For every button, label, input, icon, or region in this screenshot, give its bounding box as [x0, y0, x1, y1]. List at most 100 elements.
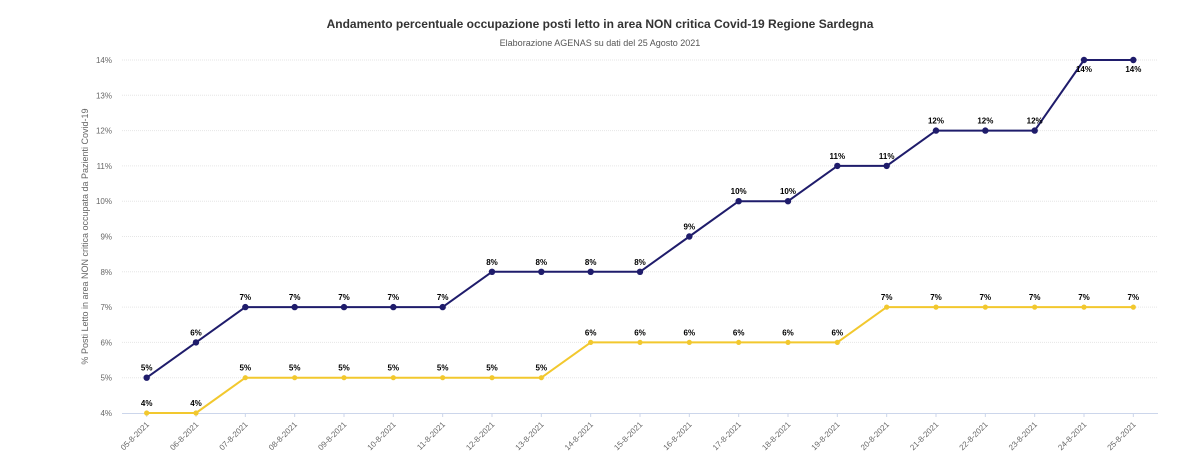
x-tick-label: 20-8-2021 — [859, 420, 892, 453]
x-tick-label: 17-8-2021 — [711, 420, 744, 453]
series-0-data-label: 12% — [928, 117, 944, 126]
series-0-data-label: 8% — [536, 258, 548, 267]
series-1-data-label: 7% — [1128, 293, 1140, 302]
series-1-point — [1032, 304, 1038, 310]
series-0-point — [143, 374, 150, 381]
series-0-point — [291, 303, 298, 311]
series-1-point — [785, 339, 791, 345]
series-1-point — [390, 375, 396, 381]
series-0-point — [686, 233, 693, 240]
series-1-point — [588, 339, 594, 345]
y-tick-label: 11% — [97, 162, 112, 171]
series-0-data-label: 12% — [1027, 117, 1043, 126]
y-axis-title: % Posti Letto in area NON critica occupa… — [80, 108, 90, 364]
series-0-point — [538, 268, 545, 275]
x-tick-label: 21-8-2021 — [908, 420, 941, 453]
y-tick-label: 13% — [96, 91, 112, 100]
series-1-point — [538, 375, 544, 381]
series-0-data-label: 9% — [684, 223, 696, 232]
series-1-data-label: 7% — [930, 293, 942, 302]
chart-title: Andamento percentuale occupazione posti … — [326, 17, 874, 31]
x-tick-label: 07-8-2021 — [218, 420, 251, 453]
series-0-point — [1130, 56, 1137, 64]
series-1-data-label: 6% — [634, 328, 646, 337]
series-1-data-label: 6% — [585, 328, 597, 337]
y-tick-label: 4% — [100, 409, 112, 418]
x-tick-label: 11-8-2021 — [415, 420, 447, 452]
series-1-point — [193, 410, 199, 416]
chart-subtitle: Elaborazione AGENAS su dati del 25 Agost… — [499, 38, 701, 48]
x-tick-label: 05-8-2021 — [119, 420, 152, 453]
series-0-data-label: 7% — [289, 293, 301, 302]
series-0-data-label: 8% — [486, 258, 498, 267]
series-1-point — [1081, 304, 1087, 310]
series-1-point — [144, 410, 150, 416]
series-1-data-label: 7% — [881, 293, 893, 302]
series-0-point — [982, 127, 989, 134]
series-0-point — [1080, 56, 1088, 64]
x-tick-label: 09-8-2021 — [316, 420, 349, 453]
series-line-1 — [146, 306, 1134, 414]
y-tick-label: 8% — [100, 268, 112, 277]
series-1-data-label: 5% — [388, 364, 400, 373]
series-0-data-label: 5% — [141, 364, 153, 373]
series-1-data-label: 6% — [832, 328, 844, 337]
series-0-point — [834, 162, 841, 170]
series-0-data-label: 7% — [338, 293, 350, 302]
series-0-point — [192, 339, 200, 346]
series-0-data-label: 10% — [731, 187, 747, 196]
series-1-data-label: 5% — [437, 364, 449, 373]
y-tick-label: 14% — [96, 56, 112, 65]
series-0-data-label: 8% — [585, 258, 597, 267]
series-1-data-label: 7% — [980, 293, 992, 302]
y-tick-label: 6% — [100, 338, 112, 347]
series-1-data-label: 4% — [190, 399, 202, 408]
series-0-data-label: 12% — [977, 117, 993, 126]
series-1-data-label: 6% — [782, 328, 794, 337]
series-0-data-label: 7% — [388, 293, 400, 302]
series-1-data-label: 5% — [240, 364, 252, 373]
series-0-data-label: 10% — [780, 187, 796, 196]
series-1-point — [1130, 304, 1136, 310]
series-0-data-label: 6% — [190, 328, 202, 337]
x-tick-label: 25-8-2021 — [1106, 420, 1139, 453]
x-tick-label: 22-8-2021 — [958, 420, 991, 453]
series-0-data-label: 11% — [830, 152, 846, 161]
series-0-point — [784, 198, 792, 205]
x-tick-label: 10-8-2021 — [366, 420, 399, 453]
series-0-point — [932, 127, 940, 134]
series-1-point — [489, 375, 495, 381]
series-1-point — [341, 375, 347, 381]
y-tick-label: 5% — [100, 374, 112, 383]
series-1-data-label: 5% — [289, 364, 301, 373]
series-1-point — [884, 304, 890, 310]
series-0-point — [390, 303, 397, 311]
series-1-point — [736, 339, 742, 345]
series-1-data-label: 5% — [486, 364, 498, 373]
y-tick-label: 9% — [100, 233, 112, 242]
series-0-data-label: 7% — [240, 293, 252, 302]
series-1-point — [292, 375, 298, 381]
series-1-data-label: 5% — [536, 364, 548, 373]
x-tick-label: 16-8-2021 — [662, 420, 695, 453]
y-tick-label: 12% — [96, 127, 112, 136]
series-1-data-label: 7% — [1078, 293, 1090, 302]
series-0-point — [587, 268, 594, 275]
x-tick-label: 08-8-2021 — [267, 420, 300, 453]
x-tick-label: 13-8-2021 — [514, 420, 547, 453]
series-1-data-label: 4% — [141, 399, 153, 408]
series-1-data-label: 6% — [733, 328, 745, 337]
x-tick-label: 15-8-2021 — [612, 420, 645, 453]
series-0-data-label: 7% — [437, 293, 449, 302]
series-1-point — [834, 339, 840, 345]
series-1-data-label: 6% — [684, 328, 696, 337]
series-0-data-label: 14% — [1125, 65, 1141, 74]
series-0-point — [340, 303, 348, 311]
series-1-point — [686, 339, 692, 345]
series-0-point — [883, 162, 890, 170]
series-0-point — [439, 303, 446, 311]
series-0-point — [735, 198, 742, 205]
series-0-data-label: 14% — [1076, 65, 1092, 74]
